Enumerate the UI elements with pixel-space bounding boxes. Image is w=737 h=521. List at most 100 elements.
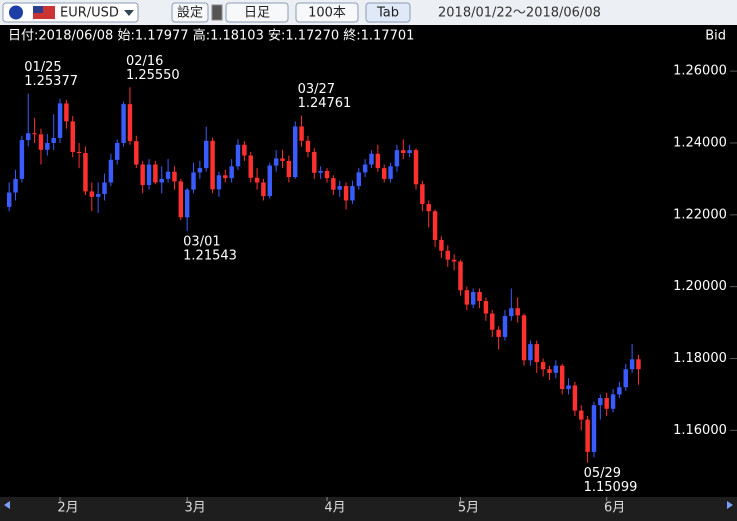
y-tick-label: 1.20000 — [673, 279, 727, 294]
candle-body — [140, 164, 145, 185]
candle-body — [579, 410, 584, 420]
candle-body — [146, 164, 152, 185]
toolbar-button[interactable] — [295, 2, 359, 23]
candle-body — [483, 301, 489, 314]
candle-body — [57, 103, 63, 138]
candle-body — [197, 168, 203, 173]
candle-body — [350, 186, 355, 201]
candle-body — [121, 104, 126, 143]
ohlc-info: 日付:2018/06/08 始:1.17977 高:1.18103 安:1.17… — [8, 28, 414, 44]
candle-body — [401, 150, 406, 154]
candle-body — [89, 191, 95, 197]
candle-body — [585, 419, 590, 452]
candle-body — [617, 387, 622, 395]
toolbar-button[interactable] — [365, 2, 411, 23]
candle-body — [394, 150, 400, 167]
y-tick-label: 1.22000 — [673, 207, 727, 222]
indicator-button[interactable] — [211, 4, 223, 21]
candle-body — [26, 133, 31, 141]
candle-body — [261, 182, 266, 197]
toolbar-button[interactable] — [171, 2, 209, 23]
button-label: 100本 — [308, 6, 346, 21]
candle-body — [45, 142, 50, 150]
candle-body — [407, 150, 412, 154]
candle-body — [108, 159, 114, 183]
candle-body — [191, 172, 196, 190]
candle-body — [312, 151, 317, 173]
candle-body — [528, 344, 533, 361]
scroll-right[interactable] — [727, 501, 733, 509]
candle-body — [375, 153, 381, 169]
candle-body — [591, 405, 597, 452]
candle-body — [381, 168, 387, 179]
candle-body — [95, 193, 101, 197]
candle-body — [458, 261, 463, 291]
candle-body — [388, 166, 393, 179]
candle-body — [19, 140, 25, 179]
candle-body — [70, 121, 75, 152]
eu-flag — [9, 5, 23, 20]
x-tick-label: 2月 — [57, 501, 78, 516]
candle-body — [490, 313, 495, 330]
candle-body — [210, 140, 215, 190]
candle-body — [515, 308, 520, 316]
candle-body — [566, 385, 571, 390]
candle-body — [159, 178, 164, 183]
x-tick-label: 5月 — [458, 501, 479, 516]
candle-body — [235, 144, 241, 167]
annotation-date: 02/16 — [126, 54, 163, 69]
scroll-left[interactable] — [4, 501, 10, 509]
annotation-date: 01/25 — [24, 60, 61, 75]
candle-body — [280, 158, 285, 161]
candle-body — [254, 177, 260, 183]
candle-body — [509, 308, 514, 317]
candle-body — [534, 344, 539, 363]
candle-body — [521, 315, 527, 361]
x-tick-label: 6月 — [604, 501, 625, 516]
candle-body — [32, 133, 37, 135]
candle-body — [324, 170, 330, 179]
candle-body — [331, 178, 336, 190]
dropdown-arrow — [124, 10, 134, 16]
candle-body — [38, 134, 44, 150]
candle-body — [547, 369, 552, 373]
toolbar-button[interactable] — [225, 2, 289, 23]
candle-body — [83, 153, 88, 192]
candle-body — [204, 140, 209, 169]
candle-body — [102, 182, 107, 194]
candle-body — [134, 141, 139, 165]
candle-body — [553, 365, 559, 373]
candle-body — [64, 103, 69, 122]
candle-body — [623, 369, 628, 388]
candle-body — [248, 155, 253, 178]
date-range: 2018/01/22～2018/06/08 — [438, 6, 601, 21]
candle-body — [540, 362, 546, 370]
candle-body — [299, 126, 304, 141]
candle-body — [51, 137, 56, 143]
candle-body — [292, 126, 298, 178]
candle-body — [115, 142, 120, 160]
candle-body — [477, 292, 482, 302]
candle-body — [420, 184, 425, 205]
candle-body — [76, 151, 82, 154]
candle-body — [413, 150, 419, 185]
candle-body — [502, 316, 508, 337]
candle-body — [369, 153, 374, 165]
y-tick-label: 1.18000 — [673, 351, 727, 366]
price-type: Bid — [705, 29, 726, 44]
candle-body — [305, 140, 311, 152]
candle-body — [426, 204, 431, 212]
annotation-date: 03/27 — [298, 82, 335, 97]
candle-body — [267, 165, 273, 197]
button-label: 設定 — [177, 5, 203, 21]
candle-body — [572, 385, 578, 411]
annotation-date: 03/01 — [183, 235, 220, 250]
candle-body — [470, 292, 476, 305]
candle-body — [439, 239, 444, 251]
candle-body — [636, 359, 641, 370]
pair-label: EUR/USD — [60, 6, 119, 21]
candle-body — [178, 181, 184, 218]
annotation-price: 1.24761 — [298, 96, 352, 111]
annotation-price: 1.21543 — [183, 249, 237, 264]
